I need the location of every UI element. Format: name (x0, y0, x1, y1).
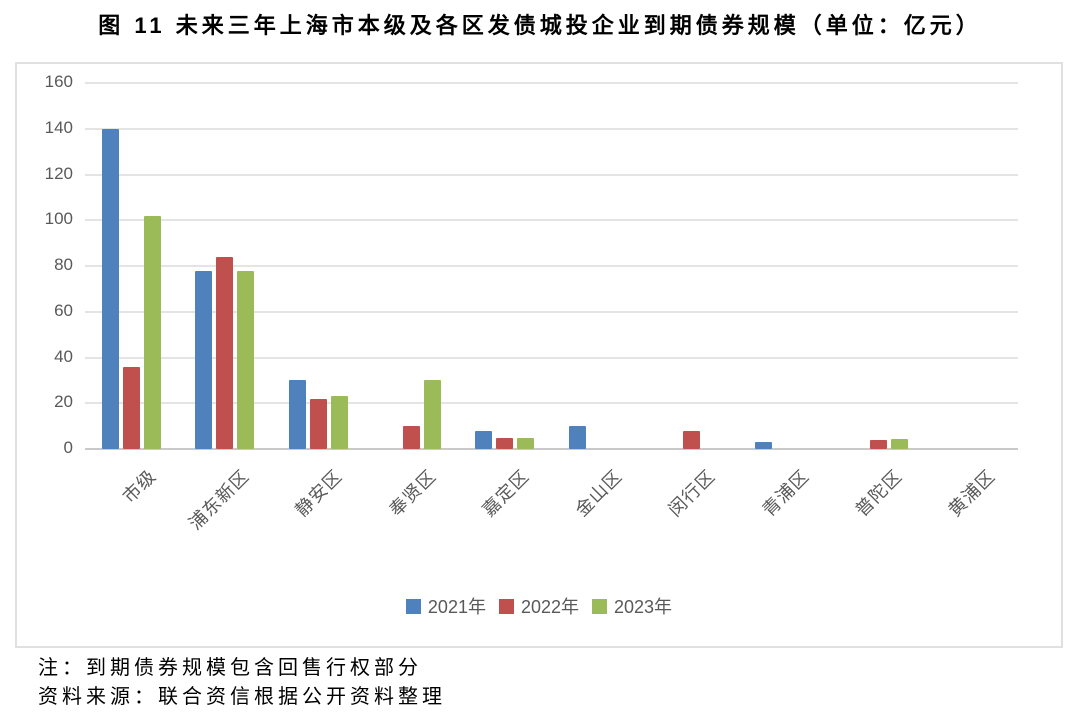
legend-swatch-2023年 (592, 598, 608, 614)
x-axis-label: 金山区 (571, 465, 627, 521)
y-axis-tick-label: 100 (44, 209, 73, 229)
gridline (85, 82, 1018, 84)
gridline (85, 265, 1018, 267)
x-axis-label: 嘉定区 (478, 465, 533, 521)
bar-2023年-奉贤区 (424, 380, 442, 449)
legend-label: 2023年 (614, 597, 673, 617)
bar-2023年-浦东新区 (237, 270, 255, 449)
legend: 2021年 2022年 2023年 (17, 593, 1061, 619)
gridline (85, 356, 1018, 359)
bar-2021年-金山区 (568, 426, 586, 449)
gridline (85, 310, 1018, 313)
bar-2022年-静安区 (309, 398, 327, 449)
bar-2022年-嘉定区 (496, 437, 514, 449)
legend-label: 2021年 (427, 597, 486, 617)
gridline (85, 173, 1018, 176)
bar-2022年-市级 (123, 366, 141, 449)
bar-2023年-市级 (144, 215, 162, 449)
source-line: 资料来源：联合资信根据公开资料整理 (38, 686, 446, 708)
x-axis-label: 青浦区 (758, 465, 813, 521)
x-axis-label: 奉贤区 (385, 465, 440, 521)
legend-item: 2023年 (592, 593, 672, 619)
x-axis-label: 市级 (118, 465, 160, 507)
bar-2022年-闵行区 (682, 430, 700, 449)
legend-item: 2022年 (498, 593, 580, 619)
bar-2023年-静安区 (330, 396, 348, 449)
chart-area: 0 20 40 60 80 100 120 140 160 市级 浦东新区 静安区 奉贤区 嘉定区 金山区闵… (15, 62, 1063, 648)
chart-title: 图 11 未来三年上海市本级及各区发债城投企业到期债券规模（单位：亿元） (98, 13, 982, 38)
y-axis-tick-label: 160 (44, 72, 73, 91)
bar-2022年-浦东新区 (216, 256, 234, 449)
note-line: 注：到期债券规模包含回售行权部分 (38, 657, 422, 679)
gridline (85, 219, 1018, 222)
bar-2023年-普陀区 (890, 438, 908, 449)
x-axis-label: 普陀区 (851, 465, 907, 521)
bar-2022年-奉贤区 (403, 426, 421, 449)
bar-2021年-青浦区 (755, 442, 773, 449)
y-axis-tick-label: 140 (44, 117, 73, 137)
legend-label: 2022年 (520, 597, 580, 617)
bar-2023年-嘉定区 (517, 437, 535, 449)
bar-2021年-市级 (102, 128, 120, 449)
y-axis-tick-label: 40 (54, 346, 73, 366)
legend-item: 2021年 (405, 593, 486, 619)
y-axis-tick-label: 60 (54, 300, 73, 320)
gridline (85, 127, 1018, 130)
bar-2022年-普陀区 (869, 439, 887, 449)
legend-swatch-2021年 (405, 598, 421, 614)
bar-2021年-浦东新区 (195, 270, 213, 449)
gridline (85, 402, 1018, 405)
legend-swatch-2022年 (498, 598, 514, 614)
y-axis-tick-label: 80 (54, 255, 73, 274)
x-axis-label: 黄浦区 (944, 465, 1000, 521)
bar-2021年-静安区 (288, 380, 306, 449)
bar-2021年-嘉定区 (475, 430, 493, 449)
y-axis-tick-label: 20 (54, 392, 73, 412)
x-axis-label: 静安区 (291, 465, 347, 521)
x-axis-label: 浦东新区 (185, 465, 253, 534)
y-axis-tick-label: 0 (63, 438, 73, 457)
y-axis-tick-label: 120 (44, 163, 73, 183)
x-axis-label: 闵行区 (664, 465, 720, 521)
gridline (85, 448, 1018, 450)
